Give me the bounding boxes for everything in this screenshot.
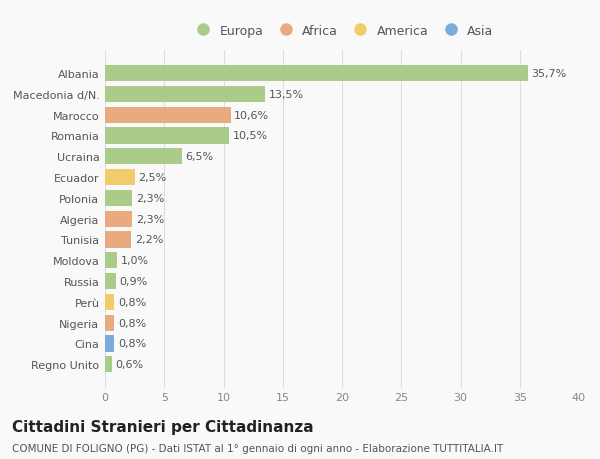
- Bar: [105, 315, 115, 331]
- Legend: Europa, Africa, America, Asia: Europa, Africa, America, Asia: [185, 20, 499, 43]
- Bar: [105, 66, 528, 82]
- Bar: [105, 294, 115, 310]
- Bar: [105, 232, 131, 248]
- Bar: [105, 252, 117, 269]
- Bar: [105, 149, 182, 165]
- Text: COMUNE DI FOLIGNO (PG) - Dati ISTAT al 1° gennaio di ogni anno - Elaborazione TU: COMUNE DI FOLIGNO (PG) - Dati ISTAT al 1…: [12, 443, 503, 453]
- Bar: [105, 336, 115, 352]
- Bar: [105, 211, 132, 227]
- Bar: [105, 169, 134, 186]
- Text: 10,6%: 10,6%: [234, 111, 269, 120]
- Text: 0,6%: 0,6%: [116, 359, 144, 369]
- Text: 2,2%: 2,2%: [134, 235, 163, 245]
- Text: 10,5%: 10,5%: [233, 131, 268, 141]
- Text: 2,3%: 2,3%: [136, 214, 164, 224]
- Bar: [105, 87, 265, 103]
- Text: 2,5%: 2,5%: [138, 173, 166, 183]
- Bar: [105, 128, 229, 144]
- Bar: [105, 107, 230, 123]
- Text: 0,8%: 0,8%: [118, 297, 146, 307]
- Text: 6,5%: 6,5%: [185, 152, 214, 162]
- Bar: [105, 190, 132, 207]
- Text: 13,5%: 13,5%: [269, 90, 304, 100]
- Bar: [105, 356, 112, 373]
- Text: 2,3%: 2,3%: [136, 193, 164, 203]
- Bar: [105, 273, 116, 290]
- Text: 35,7%: 35,7%: [532, 69, 567, 79]
- Text: 0,8%: 0,8%: [118, 339, 146, 349]
- Text: 1,0%: 1,0%: [121, 256, 149, 266]
- Text: 0,9%: 0,9%: [119, 276, 148, 286]
- Text: Cittadini Stranieri per Cittadinanza: Cittadini Stranieri per Cittadinanza: [12, 419, 314, 434]
- Text: 0,8%: 0,8%: [118, 318, 146, 328]
